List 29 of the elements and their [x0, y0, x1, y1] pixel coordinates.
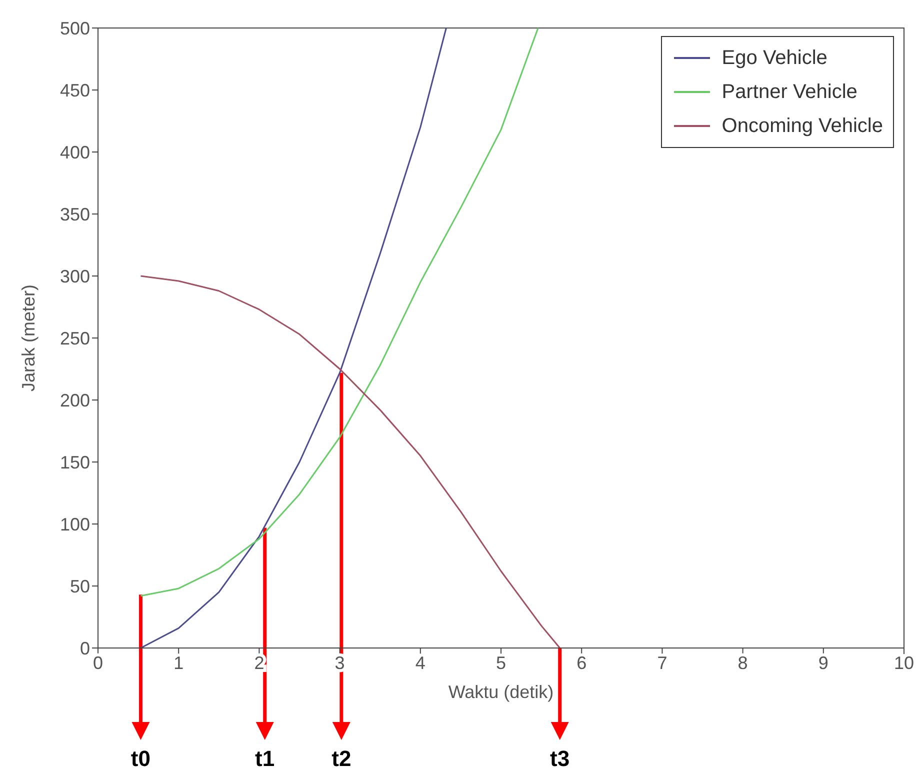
legend-label: Ego Vehicle [722, 46, 828, 71]
y-tick-label: 150 [60, 452, 90, 472]
y-tick-label: 250 [60, 328, 90, 348]
y-tick-label: 200 [60, 390, 90, 410]
legend-label: Oncoming Vehicle [722, 114, 883, 139]
y-tick-label: 300 [60, 266, 90, 286]
x-tick-label: 1 [174, 652, 184, 673]
x-tick-label: 6 [576, 652, 587, 673]
annotation: t1 [255, 746, 275, 771]
x-tick-label: 8 [738, 652, 748, 673]
y-tick-label: 350 [60, 204, 90, 224]
x-tick-label: 0 [92, 652, 104, 673]
y-tick-label: 50 [70, 576, 90, 596]
y-tick-label: 500 [60, 18, 90, 38]
x-tick-label: 9 [818, 652, 828, 673]
y-tick-label: 400 [60, 142, 90, 162]
x-tick-label: 7 [657, 652, 668, 673]
x-axis-title: Waktu (detik) [448, 682, 554, 702]
y-tick-label: 100 [60, 514, 90, 534]
x-tick-label: 5 [496, 652, 506, 673]
y-axis-title: Jarak (meter) [18, 284, 38, 392]
x-tick-label: 4 [415, 652, 426, 673]
annotation: t2 [332, 746, 352, 771]
y-tick-label: 450 [60, 80, 90, 100]
legend-label: Partner Vehicle [722, 80, 858, 105]
y-tick-label: 0 [80, 638, 90, 658]
annotation: t3 [550, 746, 570, 771]
annotation: t0 [130, 746, 150, 771]
x-tick-label: 10 [894, 652, 914, 673]
